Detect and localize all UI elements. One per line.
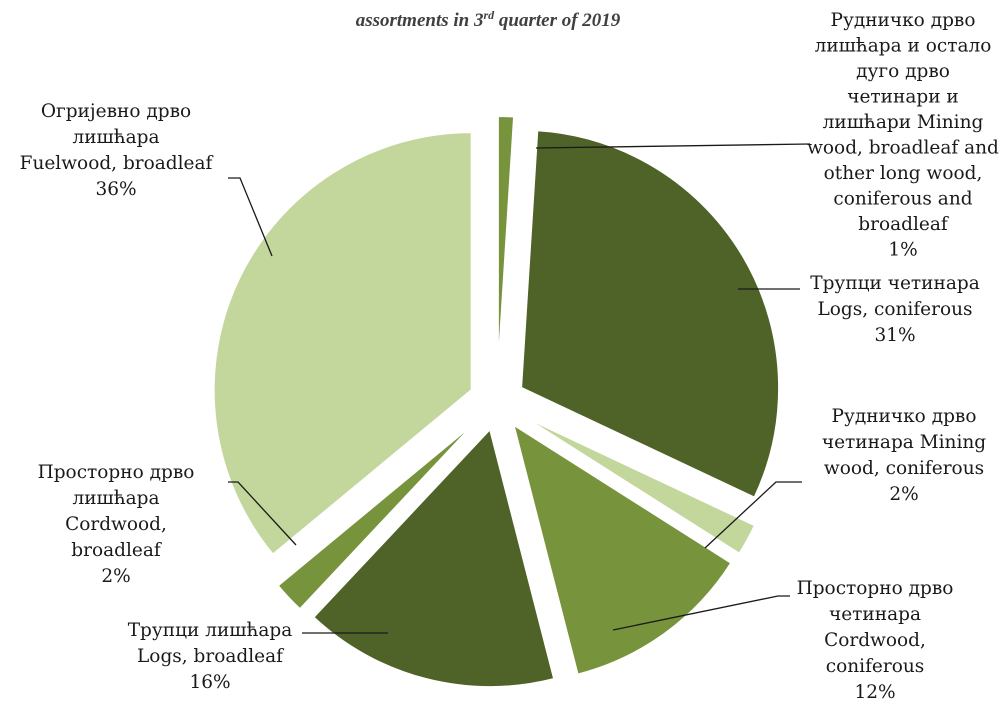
slice-label: Трупци лишћара Logs, broadleaf 16% (128, 620, 293, 693)
slice-label-line: Просторно дрво (38, 462, 195, 483)
pie-slice (212, 131, 473, 556)
pie-slice (521, 414, 757, 556)
slice-label: Трупци четинара Logs, coniferous 31% (810, 273, 979, 346)
pie-slice (520, 129, 781, 499)
slice-label-line: 31% (874, 325, 915, 346)
slice-label-line: дуго дрво (856, 61, 950, 82)
slice-label-line: четинара Mining (822, 432, 986, 453)
slice-label-line: other long wood, (824, 163, 983, 184)
slice-label-line: Logs, coniferous (817, 299, 972, 320)
pie-slice (276, 420, 478, 611)
slice-label-line: broadleaf (858, 214, 949, 235)
slice-label-line: лишћара и остало (815, 36, 992, 57)
slice-label-line: broadleaf (71, 540, 162, 561)
slice-label: Огријевно дрво лишћара Fuelwood, broadleaf… (20, 101, 214, 200)
leader-line (704, 481, 802, 549)
slice-label-line: лишћари Mining (823, 112, 984, 133)
slice-label-line: Рудничко дрво (832, 406, 977, 427)
slice-label-line: Трупци четинара (810, 273, 979, 294)
leader-lines (228, 143, 811, 634)
slice-label-line: Просторно дрво (797, 578, 954, 599)
pie-slice (511, 422, 733, 676)
pie-slice (496, 115, 516, 375)
slice-label-line: 2% (101, 566, 130, 587)
leader-line (228, 481, 297, 546)
slice-label-line: coniferous and (833, 189, 972, 210)
slice-label-line: wood, broadleaf and (807, 138, 999, 159)
slice-label-line: Fuelwood, broadleaf (20, 153, 214, 174)
slice-label: Рудничко дрво лишћара и остало дуго дрво че… (807, 10, 999, 261)
slice-label-line: четинара (829, 604, 921, 625)
slice-labels: Рудничко дрво лишћара и остало дуго дрво че… (20, 10, 999, 703)
slice-label-line: Трупци лишћара (128, 620, 293, 641)
pie-slice (312, 427, 556, 689)
slice-label-line: Огријевно дрво (41, 101, 191, 122)
slice-label-line: 1% (888, 240, 917, 261)
slice-label-line: 2% (889, 484, 918, 505)
slice-label-line: 36% (95, 179, 136, 200)
slice-label-line: лишћара (72, 488, 159, 509)
leader-line (535, 143, 811, 149)
slice-label: Просторно дрво четинара Cordwood, coniferou… (797, 578, 954, 703)
chart-title: assortments in 3rd quarter of 2019 (356, 8, 621, 31)
slice-label-line: wood, coniferous (824, 458, 984, 479)
slice-label-line: Logs, broadleaf (137, 646, 284, 667)
slice-label: Рудничко дрво четинара Mining wood, conife… (822, 406, 986, 505)
slice-label-line: Рудничко дрво (831, 10, 976, 31)
slice-label-line: coniferous (826, 656, 925, 677)
leader-line (612, 595, 790, 631)
slice-label: Просторно дрво лишћара Cordwood, broadleaf 2… (38, 462, 195, 587)
slice-label-line: Cordwood, (824, 630, 926, 651)
leader-line (228, 177, 273, 257)
pie-slices (212, 115, 781, 689)
slice-label-line: 16% (189, 672, 230, 693)
slice-label-line: 12% (854, 682, 895, 703)
slice-label-line: Cordwood, (65, 514, 167, 535)
slice-label-line: четинари и (847, 87, 959, 108)
slice-label-line: лишћара (72, 127, 159, 148)
